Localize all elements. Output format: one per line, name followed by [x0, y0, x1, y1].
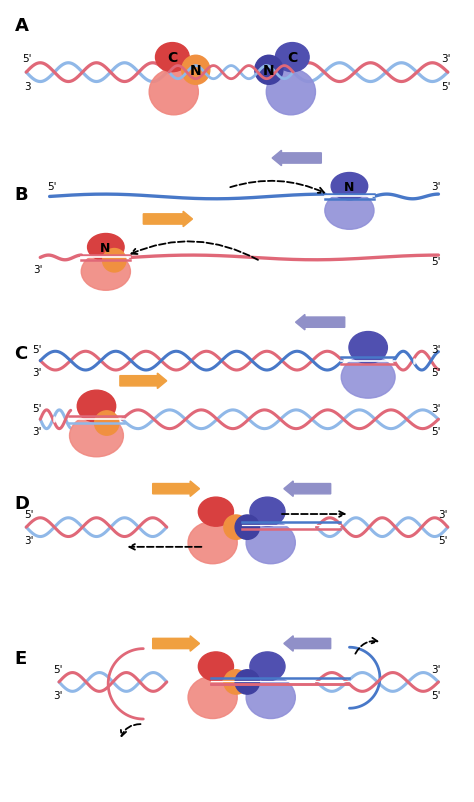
Text: N: N: [190, 63, 201, 78]
Ellipse shape: [224, 516, 248, 540]
Text: 5': 5': [431, 690, 441, 699]
Text: 5': 5': [441, 82, 450, 92]
Ellipse shape: [331, 173, 368, 200]
Text: 3': 3': [441, 54, 450, 64]
Ellipse shape: [188, 522, 237, 564]
FancyArrow shape: [284, 636, 331, 651]
Ellipse shape: [325, 192, 374, 230]
Text: 5': 5': [431, 427, 441, 436]
Ellipse shape: [255, 56, 283, 85]
Ellipse shape: [77, 391, 116, 423]
FancyArrow shape: [272, 151, 321, 167]
Ellipse shape: [198, 497, 234, 527]
Text: 3': 3': [32, 368, 41, 378]
Text: 3': 3': [431, 182, 441, 192]
Ellipse shape: [88, 234, 124, 261]
Text: 3': 3': [53, 690, 63, 699]
Text: C: C: [167, 51, 177, 65]
FancyArrow shape: [284, 481, 331, 496]
Ellipse shape: [235, 516, 259, 540]
Ellipse shape: [246, 676, 295, 719]
Ellipse shape: [198, 652, 234, 681]
Ellipse shape: [266, 70, 316, 115]
Text: 3': 3': [431, 403, 441, 413]
Text: 5': 5': [47, 182, 57, 192]
Ellipse shape: [246, 522, 295, 564]
Ellipse shape: [224, 670, 248, 695]
FancyArrow shape: [120, 374, 167, 389]
Text: 5': 5': [24, 510, 33, 520]
Text: 3': 3': [431, 665, 441, 674]
Ellipse shape: [349, 332, 387, 364]
Text: N: N: [100, 241, 110, 254]
Text: 3': 3': [431, 345, 441, 354]
Text: C: C: [15, 345, 28, 363]
Text: E: E: [15, 650, 27, 667]
Ellipse shape: [235, 670, 259, 695]
Ellipse shape: [95, 411, 119, 435]
Text: 3': 3': [438, 510, 448, 520]
Ellipse shape: [155, 43, 189, 72]
Text: 3: 3: [24, 82, 30, 92]
Ellipse shape: [250, 497, 285, 527]
Text: N: N: [344, 180, 355, 193]
Text: 3': 3': [33, 265, 43, 275]
Text: 5': 5': [431, 368, 441, 378]
Text: 5': 5': [22, 54, 32, 64]
Text: C: C: [287, 51, 297, 65]
FancyArrow shape: [153, 481, 200, 496]
Text: 5': 5': [32, 403, 41, 413]
Text: N: N: [263, 63, 274, 78]
FancyArrow shape: [153, 636, 200, 651]
FancyArrow shape: [296, 315, 345, 330]
Text: B: B: [15, 185, 28, 204]
Text: 5': 5': [431, 257, 441, 267]
Ellipse shape: [70, 415, 123, 457]
Ellipse shape: [341, 357, 395, 399]
Text: 5': 5': [32, 345, 41, 354]
Ellipse shape: [102, 249, 126, 273]
Text: 3': 3': [32, 427, 41, 436]
FancyArrow shape: [143, 212, 192, 228]
Text: 5': 5': [53, 665, 63, 674]
Text: 5': 5': [438, 535, 448, 545]
Text: 3': 3': [24, 535, 33, 545]
Ellipse shape: [182, 56, 210, 85]
Ellipse shape: [81, 253, 130, 291]
Ellipse shape: [275, 43, 309, 72]
Text: D: D: [15, 495, 29, 512]
Ellipse shape: [250, 652, 285, 681]
Ellipse shape: [188, 676, 237, 719]
Text: A: A: [15, 17, 28, 34]
Ellipse shape: [149, 70, 198, 115]
